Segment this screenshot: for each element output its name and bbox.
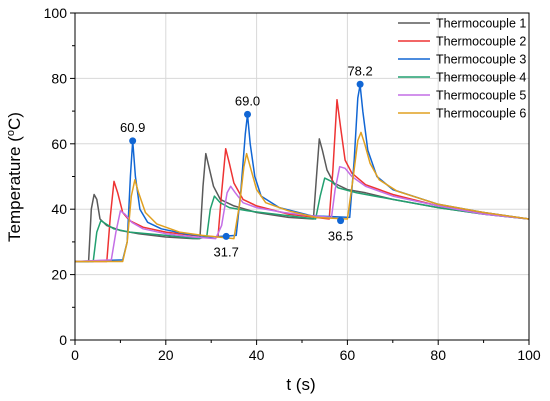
legend-label-5: Thermocouple 5 — [436, 89, 526, 103]
y-axis-title-sup: o — [5, 130, 17, 136]
legend: Thermocouple 1 Thermocouple 2 Thermocouple… — [398, 17, 526, 121]
x-axis-title: t (s) — [286, 375, 315, 394]
legend-label-6: Thermocouple 6 — [436, 107, 526, 121]
annotation-label: 31.7 — [214, 244, 239, 259]
y-axis-title: Temperature (oC) — [5, 112, 24, 242]
annotation-marker — [129, 137, 137, 145]
series-line-2 — [75, 98, 530, 263]
y-tick-label: 20 — [51, 267, 67, 283]
series-group — [74, 84, 530, 263]
axes — [70, 12, 530, 345]
y-tick-label: 60 — [51, 136, 67, 152]
annotation-label: 36.5 — [328, 229, 353, 244]
annotations: 60.9 69.0 78.2 31.7 36.5 — [120, 63, 373, 259]
x-tick-label: 80 — [430, 347, 446, 363]
series-line-3 — [74, 84, 530, 263]
y-tick-label: 40 — [51, 201, 67, 217]
y-tick-label: 0 — [59, 332, 67, 348]
annotation-marker — [337, 217, 345, 225]
series-line-4 — [75, 177, 530, 263]
annotation-label: 78.2 — [347, 63, 372, 78]
series-line-1 — [75, 138, 530, 263]
x-tick-label: 60 — [340, 347, 356, 363]
legend-label-1: Thermocouple 1 — [436, 17, 526, 31]
y-axis-title-main: Temperature ( — [5, 136, 24, 242]
y-axis-title-end: C) — [5, 112, 24, 130]
x-tick-label: 40 — [249, 347, 265, 363]
x-tick-label: 20 — [158, 347, 174, 363]
annotation-label: 69.0 — [235, 93, 260, 108]
annotation-label: 60.9 — [120, 120, 145, 135]
legend-label-4: Thermocouple 4 — [436, 71, 526, 85]
x-tick-label: 100 — [517, 347, 541, 363]
x-tick-label: 0 — [71, 347, 79, 363]
annotation-marker — [244, 110, 252, 118]
y-tick-label: 100 — [44, 5, 68, 21]
legend-label-2: Thermocouple 2 — [436, 35, 526, 49]
tick-labels: 0 20 40 60 80 100 0 20 40 60 80 100 — [44, 5, 541, 363]
series-line-6 — [75, 131, 530, 263]
annotation-marker — [222, 232, 230, 240]
series-line-5 — [74, 165, 530, 263]
grid — [75, 13, 529, 340]
annotation-marker — [356, 80, 364, 88]
y-tick-label: 80 — [51, 70, 67, 86]
legend-label-3: Thermocouple 3 — [436, 53, 526, 67]
